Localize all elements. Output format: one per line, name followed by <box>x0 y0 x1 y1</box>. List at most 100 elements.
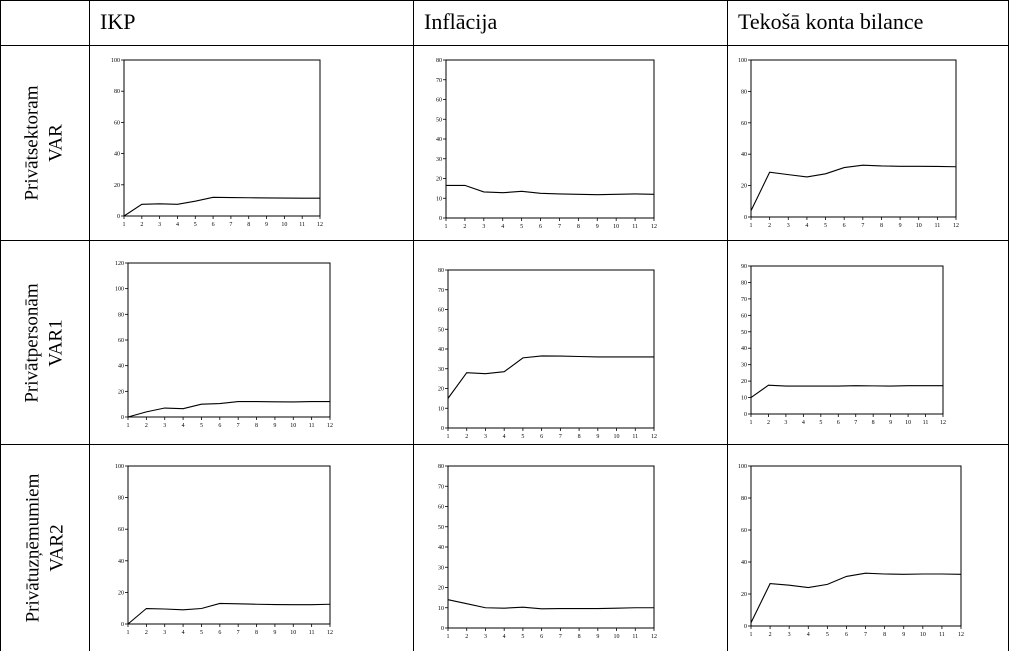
x-tick-label: 12 <box>317 222 323 228</box>
x-tick-label: 2 <box>768 223 771 229</box>
x-tick-label: 10 <box>613 224 619 230</box>
x-tick-label: 10 <box>920 632 926 638</box>
x-tick-label: 3 <box>784 420 787 426</box>
y-tick-label: 80 <box>436 58 442 64</box>
y-tick-label: 50 <box>438 327 444 333</box>
chart-ikp-var2: 0 20 40 60 80 100 1 2 3 4 5 6 7 8 9 10 11 12 <box>112 462 334 638</box>
x-tick-label: 11 <box>309 423 315 429</box>
x-tick-label: 3 <box>787 223 790 229</box>
y-tick-label: 10 <box>438 606 444 612</box>
x-tick-label: 7 <box>558 224 561 230</box>
series-line <box>447 355 654 399</box>
y-tick-label: 60 <box>436 98 442 104</box>
y-tick-label: 80 <box>118 496 124 502</box>
y-tick-label: 0 <box>121 415 124 421</box>
y-tick-label: 80 <box>118 312 124 318</box>
x-tick-label: 7 <box>559 634 562 640</box>
x-tick-label: 2 <box>767 420 770 426</box>
y-tick-label: 40 <box>438 347 444 353</box>
series-line <box>750 384 943 399</box>
x-tick-label: 1 <box>123 222 126 228</box>
col-header-inflacija: Inflācija <box>424 9 498 34</box>
y-tick-label: 20 <box>118 389 124 395</box>
row-label-line2: VAR2 <box>46 524 67 572</box>
y-tick-label: 70 <box>438 288 444 294</box>
x-tick-label: 3 <box>163 630 166 636</box>
x-tick-label: 3 <box>158 222 161 228</box>
y-tick-label: 40 <box>118 364 124 370</box>
x-tick-label: 8 <box>880 223 883 229</box>
y-tick-label: 30 <box>438 367 444 373</box>
x-tick-label: 1 <box>750 223 753 229</box>
x-tick-label: 12 <box>651 434 657 440</box>
x-tick-label: 7 <box>237 423 240 429</box>
y-tick-label: 80 <box>741 280 747 286</box>
x-tick-label: 9 <box>273 423 276 429</box>
y-tick-label: 30 <box>436 157 442 163</box>
x-tick-label: 8 <box>578 434 581 440</box>
y-tick-label: 90 <box>741 264 747 270</box>
table-border-top <box>0 0 1009 1</box>
y-tick-label: 0 <box>744 412 747 418</box>
x-tick-label: 5 <box>824 223 827 229</box>
x-tick-label: 11 <box>299 222 305 228</box>
y-tick-label: 20 <box>741 379 747 385</box>
y-tick-label: 60 <box>118 527 124 533</box>
row-divider <box>0 240 1009 241</box>
x-tick-label: 10 <box>281 222 287 228</box>
x-tick-label: 11 <box>939 632 945 638</box>
y-tick-label: 40 <box>438 545 444 551</box>
plot-frame <box>447 269 655 429</box>
x-tick-label: 1 <box>447 434 450 440</box>
x-tick-label: 7 <box>237 630 240 636</box>
y-tick-label: 20 <box>438 586 444 592</box>
x-tick-label: 6 <box>837 420 840 426</box>
y-tick-label: 50 <box>438 525 444 531</box>
y-tick-label: 80 <box>438 464 444 470</box>
x-tick-label: 6 <box>212 222 215 228</box>
y-tick-label: 60 <box>438 308 444 314</box>
row-divider <box>0 45 1009 46</box>
series-line <box>123 196 320 217</box>
x-tick-label: 4 <box>805 223 808 229</box>
y-tick-label: 40 <box>436 137 442 143</box>
y-tick-label: 70 <box>438 484 444 490</box>
plot-frame <box>127 262 331 418</box>
x-tick-label: 9 <box>899 223 902 229</box>
x-tick-label: 7 <box>229 222 232 228</box>
x-tick-label: 8 <box>577 224 580 230</box>
y-tick-label: 100 <box>115 464 124 470</box>
x-tick-label: 9 <box>273 630 276 636</box>
series-line <box>127 602 331 625</box>
y-tick-label: 40 <box>118 559 124 565</box>
x-tick-label: 6 <box>539 224 542 230</box>
y-tick-label: 100 <box>115 287 124 293</box>
x-tick-label: 4 <box>807 632 810 638</box>
row-label-privatsektoram: Privātsektoram VAR <box>0 46 90 240</box>
y-tick-label: 100 <box>738 464 747 470</box>
y-tick-label: 80 <box>438 268 444 274</box>
x-tick-label: 5 <box>819 420 822 426</box>
column-divider <box>89 0 90 651</box>
x-tick-label: 5 <box>194 222 197 228</box>
x-tick-label: 12 <box>327 423 333 429</box>
chart-inflacija-var1: 0 10 20 30 40 50 60 70 80 1 2 3 4 5 6 7 8 9 10 11 12 <box>432 266 658 442</box>
y-tick-label: 100 <box>111 58 120 64</box>
y-tick-label: 60 <box>741 528 747 534</box>
plot-frame <box>750 59 957 218</box>
x-tick-label: 5 <box>826 632 829 638</box>
x-tick-label: 3 <box>163 423 166 429</box>
plot-frame <box>750 465 962 627</box>
x-tick-label: 12 <box>327 630 333 636</box>
x-tick-label: 5 <box>200 630 203 636</box>
x-tick-label: 8 <box>578 634 581 640</box>
row-label-line1: Privātsektoram <box>22 85 43 201</box>
table-border-left <box>0 0 1 651</box>
